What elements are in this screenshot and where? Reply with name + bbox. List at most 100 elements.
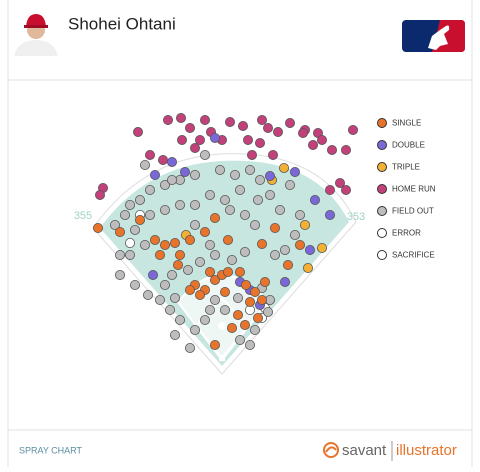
hit-point bbox=[129, 279, 140, 290]
hit-point bbox=[147, 269, 158, 280]
hit-point bbox=[125, 249, 136, 260]
hit-point bbox=[226, 254, 237, 265]
hit-point bbox=[149, 234, 160, 245]
hit-point bbox=[162, 115, 173, 126]
hit-point bbox=[179, 166, 190, 177]
hit-point bbox=[209, 294, 220, 305]
hit-point bbox=[166, 174, 177, 185]
hit-point bbox=[115, 269, 126, 280]
hit-point bbox=[254, 137, 265, 148]
legend-swatch bbox=[377, 162, 387, 172]
hit-point bbox=[324, 184, 335, 195]
hit-point bbox=[269, 222, 280, 233]
hit-point bbox=[246, 149, 257, 160]
hit-point bbox=[234, 334, 245, 345]
hit-point bbox=[256, 294, 267, 305]
hit-point bbox=[324, 209, 335, 220]
legend: SINGLE DOUBLE TRIPLE HOME RUN FIELD OUT ERROR… bbox=[377, 118, 436, 260]
legend-label: TRIPLE bbox=[392, 163, 420, 172]
hit-point bbox=[262, 123, 273, 134]
hit-point bbox=[307, 139, 318, 150]
savant-icon bbox=[323, 442, 339, 458]
hit-point bbox=[289, 166, 300, 177]
hit-point bbox=[302, 262, 313, 273]
hit-point bbox=[199, 149, 210, 160]
hit-point bbox=[232, 309, 243, 320]
hit-point bbox=[224, 117, 235, 128]
hit-point bbox=[154, 249, 165, 260]
hit-point bbox=[264, 170, 275, 181]
legend-swatch bbox=[377, 140, 387, 150]
hit-point bbox=[204, 266, 215, 277]
hit-point bbox=[284, 179, 295, 190]
hit-point bbox=[175, 113, 186, 124]
hit-point bbox=[232, 292, 243, 303]
hit-point bbox=[159, 279, 170, 290]
hit-point bbox=[194, 134, 205, 145]
hit-point bbox=[294, 209, 305, 220]
hit-point bbox=[194, 256, 205, 267]
hit-point bbox=[289, 229, 300, 240]
hit-point bbox=[234, 266, 245, 277]
hit-point bbox=[172, 259, 183, 270]
hit-point bbox=[209, 274, 220, 285]
hit-point bbox=[282, 259, 293, 270]
legend-label: SINGLE bbox=[392, 119, 421, 128]
legend-label: DOUBLE bbox=[392, 141, 425, 150]
hit-point bbox=[249, 324, 260, 335]
hit-point bbox=[299, 219, 310, 230]
hit-point bbox=[134, 194, 145, 205]
hit-point bbox=[316, 134, 327, 145]
hit-point bbox=[347, 125, 358, 136]
hit-point bbox=[139, 159, 150, 170]
hit-point bbox=[256, 115, 267, 126]
hit-point bbox=[176, 134, 187, 145]
hit-point bbox=[259, 276, 270, 287]
hit-point bbox=[229, 169, 240, 180]
hit-point bbox=[184, 123, 195, 134]
hit-point bbox=[134, 214, 145, 225]
hit-point bbox=[159, 239, 170, 250]
hit-point bbox=[199, 226, 210, 237]
hit-point bbox=[249, 286, 260, 297]
hit-point bbox=[184, 234, 195, 245]
hit-point bbox=[115, 249, 126, 260]
hit-point bbox=[189, 199, 200, 210]
hit-point bbox=[182, 264, 193, 275]
hit-point bbox=[242, 134, 253, 145]
hit-point bbox=[237, 121, 248, 132]
hit-point bbox=[93, 222, 104, 233]
hit-point bbox=[249, 219, 260, 230]
distance-label: 355 bbox=[74, 210, 92, 222]
hit-point bbox=[204, 239, 215, 250]
hit-point bbox=[184, 284, 195, 295]
hit-point bbox=[159, 204, 170, 215]
hit-point bbox=[224, 204, 235, 215]
hit-point bbox=[95, 189, 106, 200]
hit-point bbox=[125, 237, 136, 248]
hit-point bbox=[194, 289, 205, 300]
legend-swatch bbox=[377, 184, 387, 194]
hit-point bbox=[154, 294, 165, 305]
hit-point bbox=[142, 289, 153, 300]
hit-point bbox=[166, 156, 177, 167]
hit-point bbox=[254, 174, 265, 185]
hit-point bbox=[267, 149, 278, 160]
hit-point bbox=[184, 342, 195, 353]
hit-point bbox=[279, 276, 290, 287]
hit-point bbox=[226, 322, 237, 333]
hit-point bbox=[189, 169, 200, 180]
hit-point bbox=[222, 266, 233, 277]
hit-point bbox=[272, 127, 283, 138]
hit-point bbox=[189, 324, 200, 335]
hit-point bbox=[240, 279, 251, 290]
hit-point bbox=[129, 224, 140, 235]
player-name: Shohei Ohtani bbox=[68, 14, 176, 33]
hit-point bbox=[304, 244, 315, 255]
hit-point bbox=[340, 144, 351, 155]
hit-point bbox=[149, 169, 160, 180]
hit-point bbox=[169, 329, 180, 340]
legend-label: ERROR bbox=[392, 229, 421, 238]
hit-point bbox=[189, 142, 200, 153]
hit-point bbox=[115, 226, 126, 237]
